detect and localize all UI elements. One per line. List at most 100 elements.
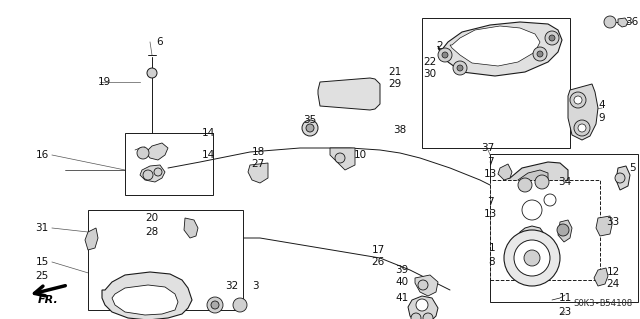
- Polygon shape: [248, 163, 268, 183]
- Text: 30: 30: [424, 69, 436, 79]
- Circle shape: [535, 175, 549, 189]
- Text: 9: 9: [598, 113, 605, 123]
- Circle shape: [147, 68, 157, 78]
- Polygon shape: [318, 78, 380, 110]
- Text: 21: 21: [388, 67, 402, 77]
- Text: 28: 28: [145, 227, 159, 237]
- Circle shape: [306, 124, 314, 132]
- Polygon shape: [415, 275, 438, 296]
- Circle shape: [518, 178, 532, 192]
- Circle shape: [615, 173, 625, 183]
- Text: 13: 13: [483, 169, 497, 179]
- Polygon shape: [102, 272, 192, 319]
- Circle shape: [533, 47, 547, 61]
- Circle shape: [423, 313, 433, 319]
- Circle shape: [442, 52, 448, 58]
- Text: 34: 34: [558, 177, 572, 187]
- Circle shape: [154, 168, 162, 176]
- Circle shape: [537, 51, 543, 57]
- Circle shape: [557, 224, 569, 236]
- Text: 17: 17: [371, 245, 385, 255]
- Text: 35: 35: [303, 115, 317, 125]
- Text: 11: 11: [558, 293, 572, 303]
- Text: 7: 7: [486, 197, 493, 207]
- Text: 13: 13: [483, 209, 497, 219]
- Text: FR.: FR.: [38, 295, 59, 305]
- Circle shape: [453, 61, 467, 75]
- Polygon shape: [498, 201, 512, 217]
- Text: 15: 15: [35, 257, 49, 267]
- Text: 39: 39: [396, 265, 408, 275]
- Text: 22: 22: [424, 57, 436, 67]
- Circle shape: [604, 16, 616, 28]
- Circle shape: [137, 147, 149, 159]
- Circle shape: [545, 31, 559, 45]
- Text: 25: 25: [35, 271, 49, 281]
- Text: 32: 32: [225, 281, 239, 291]
- Circle shape: [504, 230, 560, 286]
- Circle shape: [438, 48, 452, 62]
- Polygon shape: [112, 285, 178, 315]
- Polygon shape: [596, 216, 612, 236]
- Circle shape: [570, 92, 586, 108]
- Circle shape: [549, 35, 555, 41]
- Text: S0K3-B54108: S0K3-B54108: [573, 299, 632, 308]
- Circle shape: [574, 120, 590, 136]
- Polygon shape: [330, 148, 355, 170]
- Circle shape: [457, 65, 463, 71]
- Text: 3: 3: [252, 281, 259, 291]
- Text: 16: 16: [35, 150, 49, 160]
- Polygon shape: [515, 170, 548, 198]
- Polygon shape: [408, 296, 438, 319]
- Text: 36: 36: [625, 17, 639, 27]
- Text: 1: 1: [489, 243, 495, 253]
- Polygon shape: [438, 22, 562, 76]
- Polygon shape: [498, 164, 512, 180]
- Text: 33: 33: [606, 217, 620, 227]
- Circle shape: [578, 124, 586, 132]
- Polygon shape: [502, 162, 568, 225]
- Text: 27: 27: [252, 159, 264, 169]
- Polygon shape: [594, 268, 608, 286]
- Polygon shape: [618, 18, 628, 27]
- Text: 14: 14: [202, 150, 214, 160]
- Circle shape: [335, 153, 345, 163]
- Polygon shape: [568, 84, 598, 140]
- Circle shape: [302, 120, 318, 136]
- Text: 24: 24: [606, 279, 620, 289]
- Polygon shape: [518, 226, 545, 248]
- Polygon shape: [450, 26, 540, 66]
- Polygon shape: [140, 165, 165, 182]
- Text: 8: 8: [489, 257, 495, 267]
- Bar: [422, 18, 570, 148]
- Text: 14: 14: [202, 128, 214, 138]
- Bar: [125, 133, 213, 195]
- Circle shape: [544, 194, 556, 206]
- Circle shape: [418, 280, 428, 290]
- Text: 5: 5: [628, 163, 636, 173]
- Text: 6: 6: [157, 37, 163, 47]
- Text: 23: 23: [558, 307, 572, 317]
- Text: 2: 2: [436, 41, 444, 51]
- Circle shape: [211, 301, 219, 309]
- Text: 4: 4: [598, 100, 605, 110]
- Circle shape: [416, 299, 428, 311]
- Text: 19: 19: [97, 77, 111, 87]
- Polygon shape: [616, 166, 630, 190]
- Text: 7: 7: [486, 157, 493, 167]
- Text: 18: 18: [252, 147, 264, 157]
- Circle shape: [574, 96, 582, 104]
- Text: 20: 20: [145, 213, 159, 223]
- Text: 10: 10: [353, 150, 367, 160]
- Circle shape: [524, 250, 540, 266]
- Text: 29: 29: [388, 79, 402, 89]
- Circle shape: [233, 298, 247, 312]
- Polygon shape: [146, 143, 168, 160]
- Circle shape: [207, 297, 223, 313]
- Bar: [490, 154, 638, 302]
- Text: 38: 38: [394, 125, 406, 135]
- Text: 37: 37: [481, 143, 495, 153]
- Text: 31: 31: [35, 223, 49, 233]
- Circle shape: [411, 313, 421, 319]
- Circle shape: [514, 240, 550, 276]
